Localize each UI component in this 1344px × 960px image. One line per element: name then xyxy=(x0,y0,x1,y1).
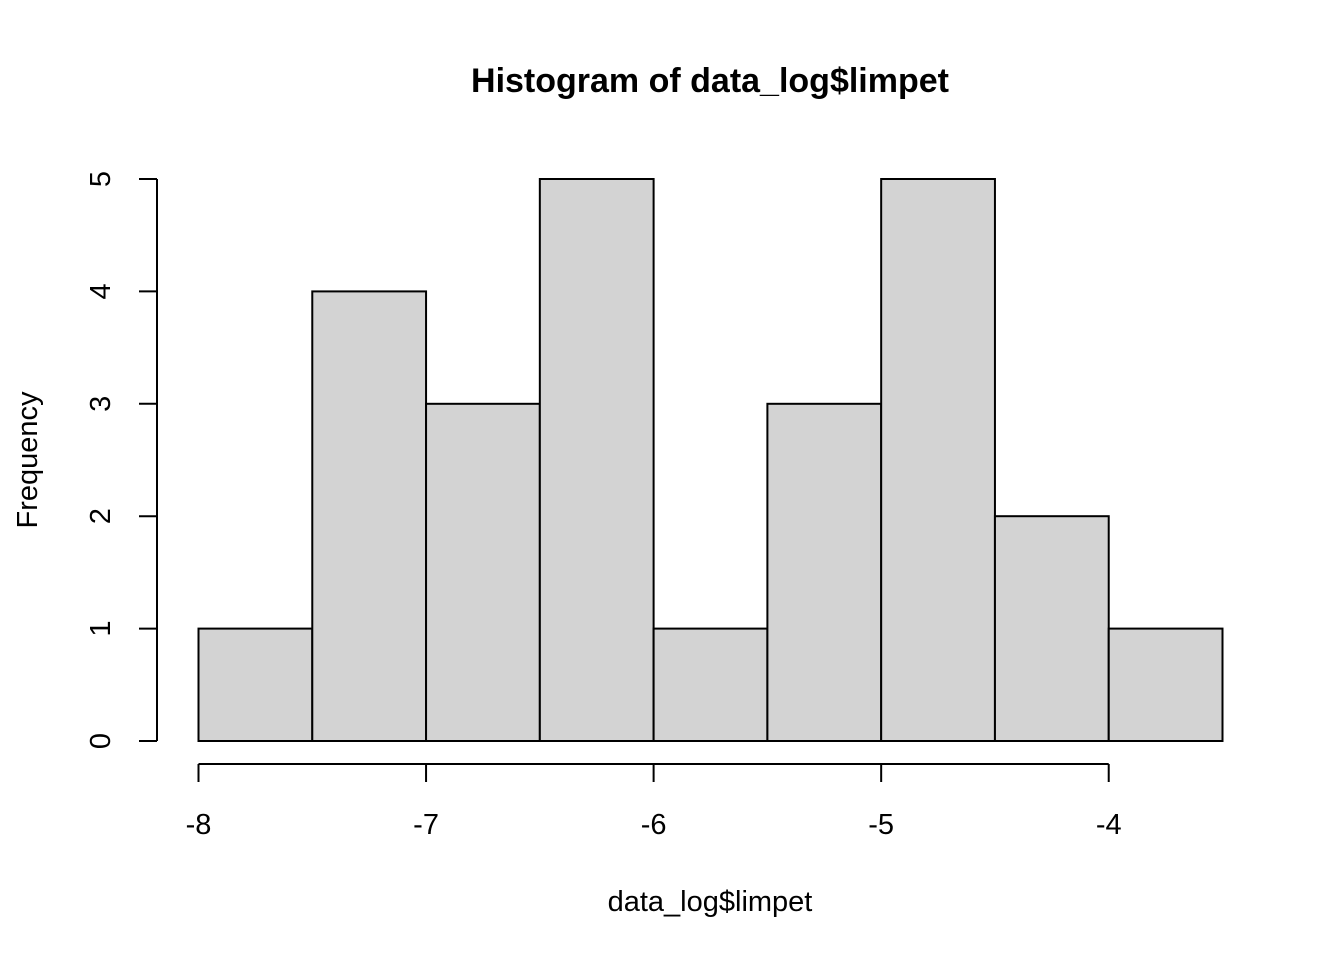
histogram-bar-8 xyxy=(993,515,1110,743)
x-tick-label: -7 xyxy=(413,809,439,841)
y-axis: 0 1 2 3 4 5 xyxy=(85,171,158,749)
x-tick-label: -4 xyxy=(1096,809,1122,841)
histogram-bar-6 xyxy=(766,402,883,742)
y-tick-label: 3 xyxy=(85,396,117,412)
x-tick-label: -8 xyxy=(186,809,212,841)
y-axis-label: Frequency xyxy=(12,391,44,529)
x-tick-label: -5 xyxy=(868,809,894,841)
chart-title: Histogram of data_log$limpet xyxy=(471,62,949,100)
histogram-bar-2 xyxy=(311,290,428,742)
x-axis-label: data_log$limpet xyxy=(608,886,813,918)
histogram-bar-5 xyxy=(652,627,769,742)
y-tick-label: 1 xyxy=(85,621,117,637)
y-tick-label: 5 xyxy=(85,171,117,187)
histogram-bar-1 xyxy=(197,627,314,742)
y-tick-label: 0 xyxy=(85,733,117,749)
histogram-bar-3 xyxy=(425,402,541,742)
histogram-bars xyxy=(197,178,1224,743)
x-axis: -8 -7 -6 -5 -4 xyxy=(186,763,1122,841)
histogram-bar-4 xyxy=(538,178,655,742)
histogram-bar-7 xyxy=(880,178,996,742)
y-tick-label: 2 xyxy=(85,508,117,524)
histogram-bar-9 xyxy=(1107,627,1224,742)
x-tick-label: -6 xyxy=(641,809,667,841)
y-tick-label: 4 xyxy=(85,283,117,299)
